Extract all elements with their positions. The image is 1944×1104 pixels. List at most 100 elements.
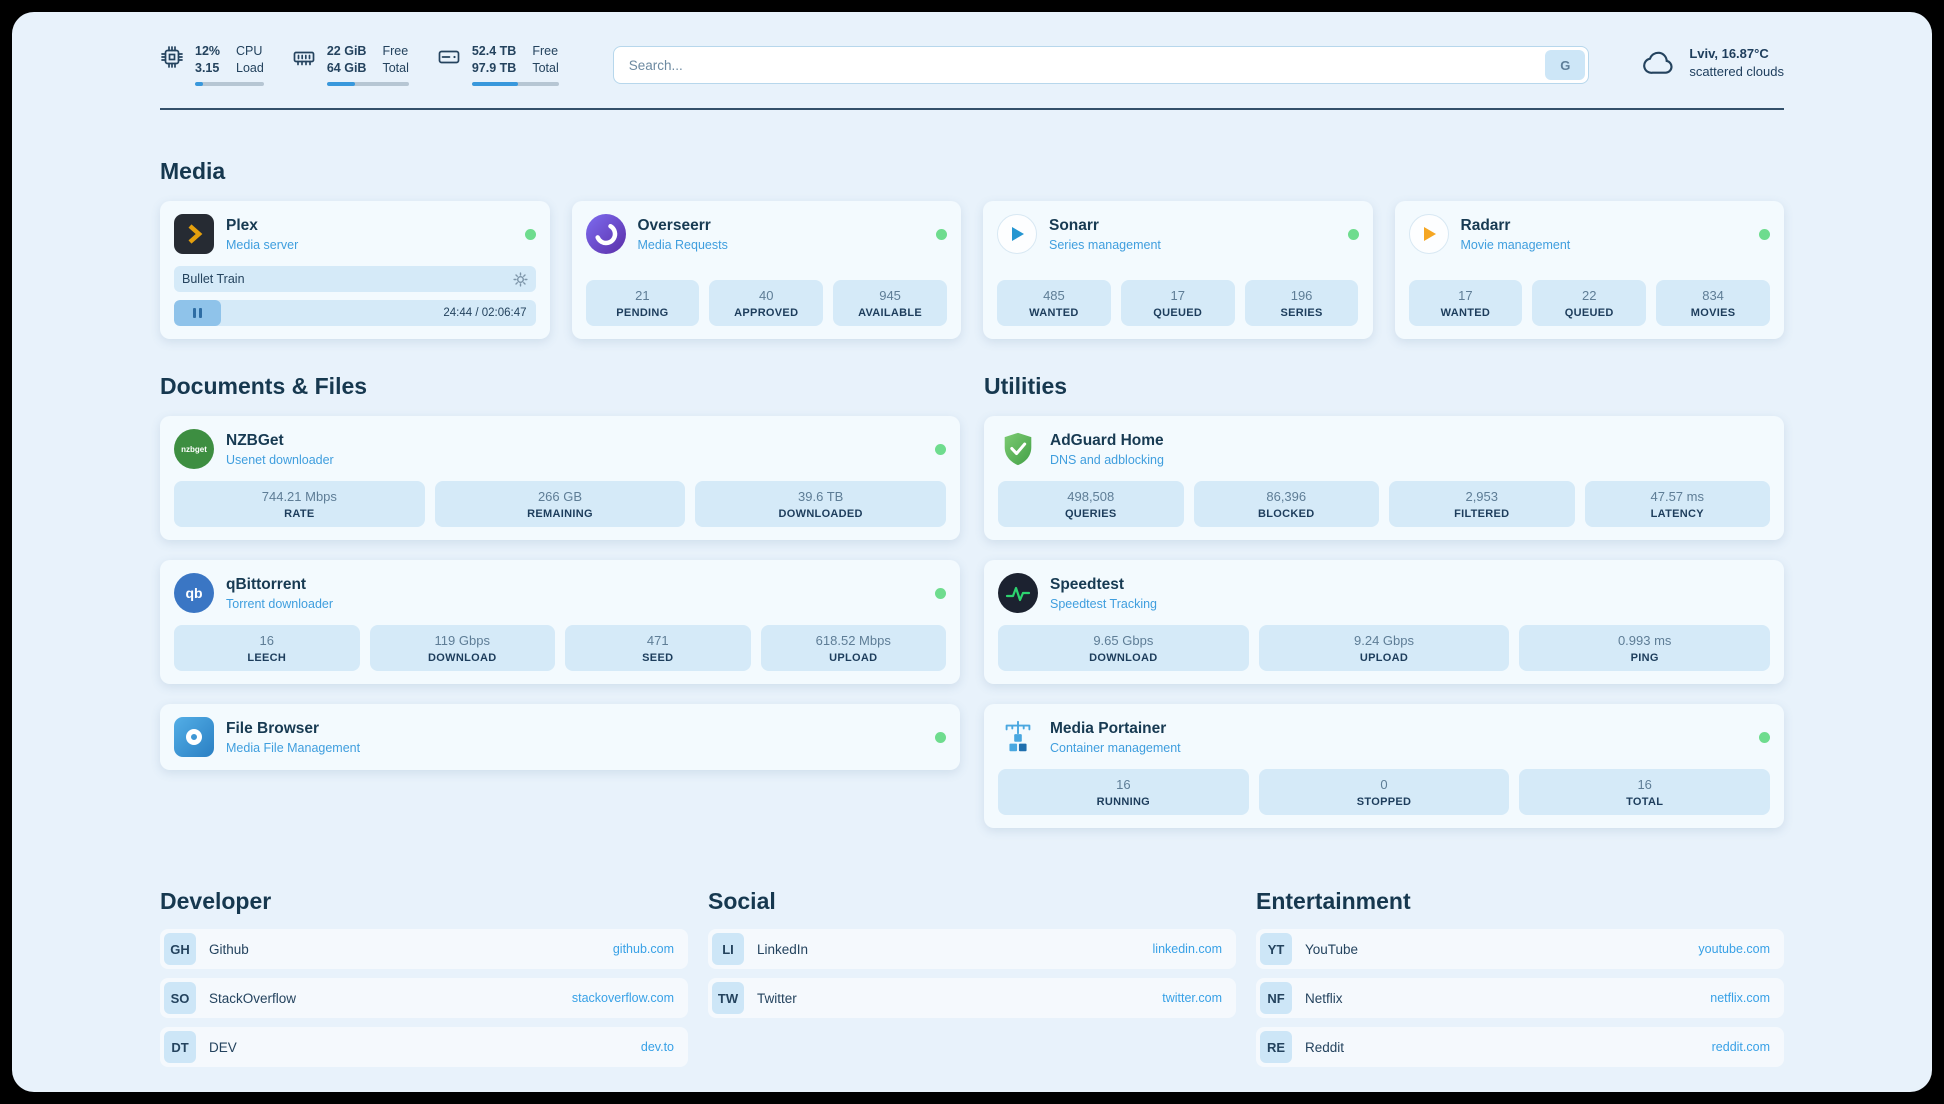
ram-progress-bar [326,82,409,86]
bookmark-link[interactable]: reddit.com [1711,1040,1770,1054]
bookmark-twitter[interactable]: TW Twitter twitter.com [708,978,1236,1018]
bookmark-reddit[interactable]: RE Reddit reddit.com [1256,1027,1784,1067]
service-card-filebrowser[interactable]: File Browser Media File Management [160,704,960,770]
service-subtitle: Usenet downloader [226,452,334,467]
bookmark-abbr: LI [712,933,744,965]
section-title-media: Media [160,158,226,184]
stat-download: 119 Gbps DOWNLOAD [369,625,555,671]
bookmark-link[interactable]: twitter.com [1162,991,1222,1005]
overseerr-icon [585,214,626,254]
bookmark-youtube[interactable]: YT YouTube youtube.com [1256,929,1784,969]
bookmark-netflix[interactable]: NF Netflix netflix.com [1256,978,1784,1018]
bookmark-link[interactable]: stackoverflow.com [571,991,674,1005]
search-provider-button[interactable]: G [1545,50,1586,80]
adguard-shield-icon [998,429,1038,469]
status-dot [1759,731,1770,743]
stat-series: 196 SERIES [1244,280,1359,326]
stat-latency: 47.57 ms LATENCY [1584,481,1770,527]
cpu-values: 12% 3.15 [195,44,221,75]
topbar-divider [160,108,1784,110]
disk-progress-bar [471,82,559,86]
bookmark-abbr: DT [164,1031,196,1063]
service-subtitle: DNS and adblocking [1050,452,1164,467]
bookmark-abbr: NF [1260,982,1292,1014]
documents-column: Documents & Files nzbget NZBGet Usenet d… [160,373,960,770]
stat-movies: 834 MOVIES [1656,280,1770,326]
bookmark-linkedin[interactable]: LI LinkedIn linkedin.com [708,929,1236,969]
nzbget-icon: nzbget [174,429,214,469]
bookmark-link[interactable]: netflix.com [1710,991,1770,1005]
bookmark-abbr: GH [164,933,196,965]
service-card-portainer[interactable]: Media Portainer Container management 16 … [984,704,1784,828]
stat-running: 16 RUNNING [998,769,1249,815]
service-card-speedtest[interactable]: Speedtest Speedtest Tracking 9.65 Gbps D… [984,560,1784,684]
service-name: Plex [226,216,258,234]
bookmark-stackoverflow[interactable]: SO StackOverflow stackoverflow.com [160,978,688,1018]
service-card-adguard[interactable]: AdGuard Home DNS and adblocking 498,508 … [984,416,1784,540]
disk-labels: Free Total [532,44,559,75]
stat-leech: 16 LEECH [174,625,360,671]
cloud-icon [1643,51,1673,74]
ram-metric: 22 GiB 64 GiB Free Total [292,44,409,86]
stat-downloaded: 39.6 TB DOWNLOADED [695,481,947,527]
plex-icon [174,214,214,254]
pause-icon[interactable] [174,300,221,326]
bookmark-name: DEV [209,1039,237,1055]
bookmark-abbr: SO [164,982,196,1014]
service-card-radarr[interactable]: Radarr Movie management 17 WANTED 22 QUE… [1394,201,1784,339]
service-card-nzbget[interactable]: nzbget NZBGet Usenet downloader 744.21 M… [160,416,960,540]
service-card-qbittorrent[interactable]: qb qBittorrent Torrent downloader 16 LEE… [160,560,960,684]
service-subtitle: Media server [226,237,299,252]
service-subtitle: Media File Management [226,740,361,755]
now-playing-title: Bullet Train [182,272,245,286]
cpu-progress-bar [195,82,264,86]
service-subtitle: Media Requests [637,237,728,252]
service-name: File Browser [226,719,320,737]
ram-icon [293,51,315,66]
stat-filtered: 2,953 FILTERED [1389,481,1575,527]
stat-queued: 17 QUEUED [1120,280,1235,326]
status-dot [936,228,947,240]
portainer-icon [998,717,1038,757]
search-input[interactable] [616,57,1546,73]
dashboard-screen: 12% 3.15 CPU Load [12,12,1932,1092]
service-card-plex[interactable]: Plex Media server Bullet Train [160,201,550,339]
utilities-column: Utilities [984,373,1784,828]
status-dot [1759,228,1770,240]
bookmark-github[interactable]: GH Github github.com [160,929,688,969]
filebrowser-icon [174,717,214,757]
bookmark-link[interactable]: dev.to [640,1040,674,1054]
cpu-labels: CPU Load [236,44,264,75]
stat-wanted: 17 WANTED [1408,280,1523,326]
status-dot [935,587,946,599]
bookmark-link[interactable]: linkedin.com [1152,942,1222,956]
bookmark-link[interactable]: github.com [612,942,674,956]
bookmark-dev[interactable]: DT DEV dev.to [160,1027,688,1067]
service-card-overseerr[interactable]: Overseerr Media Requests 21 PENDING 40 A… [571,201,961,339]
ram-labels: Free Total [382,44,409,75]
stat-pending: 21 PENDING [585,280,700,326]
gear-icon[interactable] [512,271,528,287]
speedtest-icon [998,573,1038,613]
bookmark-name: StackOverflow [209,990,297,1006]
service-card-sonarr[interactable]: Sonarr Series management 485 WANTED 17 Q… [983,201,1373,339]
bookmark-name: LinkedIn [757,941,809,957]
service-name: Speedtest [1050,575,1125,593]
stat-remaining: 266 GB REMAINING [434,481,686,527]
stat-available: 945 AVAILABLE [833,280,947,326]
weather-location: Lviv, 16.87°C [1689,46,1769,61]
bookmark-link[interactable]: youtube.com [1698,942,1770,956]
sonarr-icon [997,214,1037,254]
service-name: Media Portainer [1050,719,1167,737]
bookmark-abbr: TW [712,982,744,1014]
stat-upload: 9.24 Gbps UPLOAD [1258,625,1510,671]
developer-group: Developer GH Github github.com SO StackO… [160,888,688,1067]
stat-ping: 0.993 ms PING [1519,625,1771,671]
status-dot [935,731,946,743]
bookmark-name: Github [209,941,249,957]
disk-values: 52.4 TB 97.9 TB [471,44,517,75]
stat-wanted: 485 WANTED [997,280,1111,326]
service-subtitle: Speedtest Tracking [1050,596,1158,611]
cpu-icon [161,46,183,68]
playback-progress-bar[interactable]: 24:44 / 02:06:47 [174,300,536,326]
